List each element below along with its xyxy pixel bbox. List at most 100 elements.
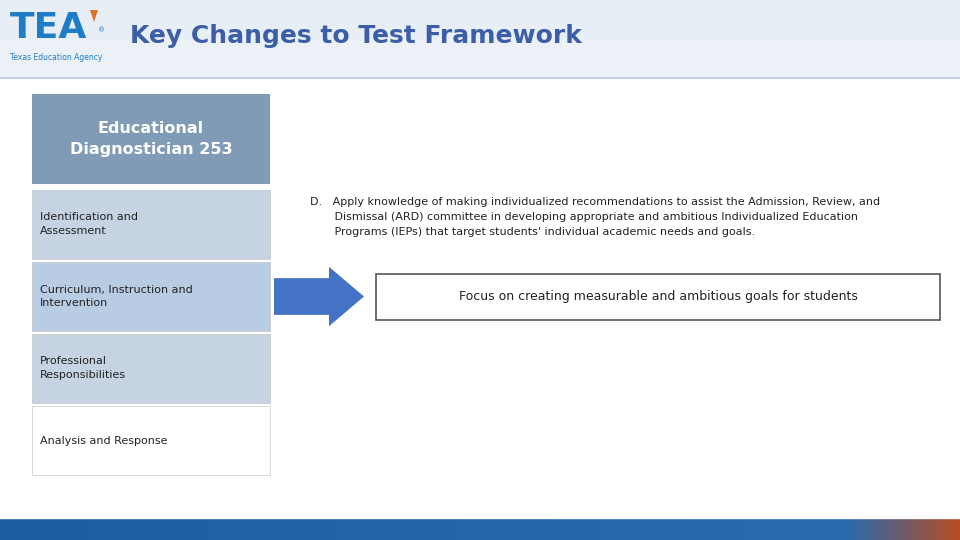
Bar — [32, 94, 270, 184]
Bar — [86, 518, 89, 540]
Bar — [372, 518, 374, 540]
Bar — [362, 518, 365, 540]
Bar — [285, 518, 288, 540]
Bar — [957, 518, 960, 540]
Bar — [573, 518, 576, 540]
Bar — [874, 518, 876, 540]
Bar — [564, 518, 566, 540]
Bar — [93, 518, 96, 540]
Bar — [612, 518, 614, 540]
Bar — [439, 518, 442, 540]
Bar — [490, 518, 492, 540]
Bar — [765, 518, 768, 540]
Bar — [320, 518, 324, 540]
Bar — [646, 518, 650, 540]
Bar — [74, 518, 77, 540]
Bar — [701, 518, 704, 540]
Bar — [896, 518, 900, 540]
Bar — [224, 518, 228, 540]
Bar — [893, 518, 896, 540]
Bar — [761, 518, 765, 540]
Bar — [291, 518, 295, 540]
Bar — [374, 518, 377, 540]
Bar — [919, 518, 922, 540]
Bar — [691, 518, 694, 540]
Bar — [518, 518, 521, 540]
Bar — [281, 518, 285, 540]
Bar — [298, 518, 300, 540]
Bar — [483, 518, 487, 540]
Bar — [45, 518, 48, 540]
Bar — [845, 518, 848, 540]
Bar — [48, 518, 51, 540]
Bar — [742, 518, 746, 540]
Bar — [538, 518, 540, 540]
Bar — [7, 518, 10, 540]
Bar — [809, 518, 813, 540]
Bar — [848, 518, 852, 540]
Bar — [137, 518, 141, 540]
Bar — [32, 518, 36, 540]
Bar — [108, 518, 112, 540]
Bar — [717, 518, 720, 540]
Bar — [499, 518, 502, 540]
Bar — [823, 518, 826, 540]
Bar — [307, 518, 310, 540]
Bar — [708, 518, 710, 540]
Bar — [199, 518, 202, 540]
Bar — [784, 518, 787, 540]
Bar — [300, 518, 304, 540]
Bar — [749, 518, 752, 540]
Bar — [163, 518, 166, 540]
Bar — [948, 518, 950, 540]
Bar — [276, 518, 278, 540]
Bar — [800, 518, 804, 540]
Bar — [756, 518, 758, 540]
Bar — [432, 518, 435, 540]
Bar — [758, 518, 761, 540]
Bar — [36, 518, 38, 540]
Text: Focus on creating measurable and ambitious goals for students: Focus on creating measurable and ambitio… — [459, 290, 857, 303]
Bar — [852, 518, 854, 540]
Bar — [586, 518, 588, 540]
Bar — [598, 518, 602, 540]
Bar — [560, 518, 564, 540]
Bar — [202, 518, 204, 540]
Bar — [214, 518, 218, 540]
Bar — [413, 518, 416, 540]
Bar — [396, 518, 400, 540]
Bar — [775, 518, 778, 540]
Bar — [435, 518, 439, 540]
Bar — [506, 518, 509, 540]
Bar — [269, 518, 272, 540]
Text: Curriculum, Instruction and
Intervention: Curriculum, Instruction and Intervention — [40, 285, 193, 308]
Bar — [557, 518, 560, 540]
Bar — [141, 518, 144, 540]
Bar — [832, 518, 835, 540]
Text: Key Changes to Test Framework: Key Changes to Test Framework — [130, 24, 582, 48]
Bar — [458, 518, 461, 540]
Bar — [864, 518, 867, 540]
Bar — [790, 518, 794, 540]
Bar — [528, 518, 531, 540]
Bar — [727, 518, 730, 540]
Bar — [204, 518, 208, 540]
Polygon shape — [90, 10, 98, 22]
Bar — [176, 518, 180, 540]
Bar — [660, 518, 662, 540]
Bar — [867, 518, 871, 540]
Bar — [771, 518, 775, 540]
Bar — [554, 518, 557, 540]
Bar — [442, 518, 444, 540]
Bar — [278, 518, 281, 540]
Bar — [857, 518, 861, 540]
Bar — [566, 518, 569, 540]
Bar — [928, 518, 931, 540]
Bar — [118, 518, 122, 540]
Bar — [826, 518, 828, 540]
Bar — [32, 334, 270, 403]
Bar — [41, 518, 45, 540]
Bar — [154, 518, 156, 540]
Bar — [876, 518, 880, 540]
Bar — [880, 518, 883, 540]
